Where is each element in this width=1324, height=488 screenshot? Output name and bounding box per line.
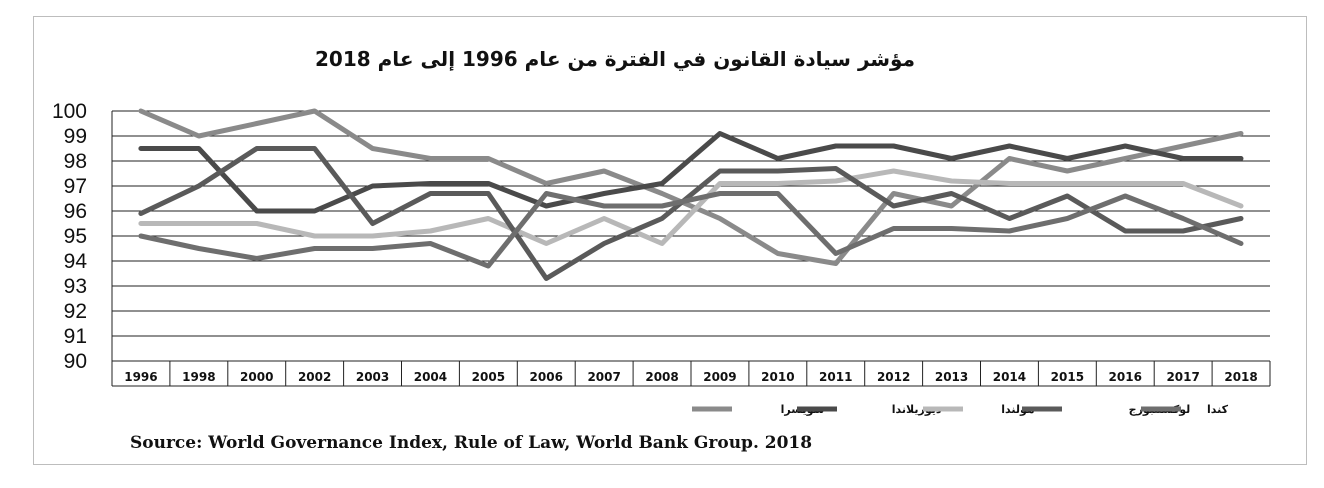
series-lines bbox=[138, 108, 1244, 281]
x-tick-label-1996: 1996 bbox=[124, 370, 157, 384]
y-tick-label: 90 bbox=[64, 350, 87, 373]
y-tick-label: 100 bbox=[52, 100, 87, 123]
legend-label-4: كندا bbox=[1207, 403, 1229, 416]
x-tick-label-2010: 2010 bbox=[761, 370, 794, 384]
x-tick-label-2011: 2011 bbox=[819, 370, 852, 384]
x-tick-label-2002: 2002 bbox=[298, 370, 331, 384]
x-tick-label-2008: 2008 bbox=[645, 370, 678, 384]
x-tick-label-2018: 2018 bbox=[1224, 370, 1257, 384]
x-tick-label-2006: 2006 bbox=[530, 370, 563, 384]
x-tick-label-2014: 2014 bbox=[993, 370, 1026, 384]
x-tick-label-2009: 2009 bbox=[703, 370, 736, 384]
y-tick-label: 93 bbox=[64, 275, 87, 298]
series-line-1 bbox=[138, 131, 1244, 214]
series-line-4 bbox=[138, 191, 1244, 269]
x-tick-label-2012: 2012 bbox=[877, 370, 910, 384]
y-tick-label: 92 bbox=[64, 300, 87, 323]
x-tick-label-2017: 2017 bbox=[1166, 370, 1199, 384]
source-note: Source: World Governance Index, Rule of … bbox=[130, 433, 812, 453]
chart-title: مؤشر سيادة القانون في الفترة من عام 1996… bbox=[315, 47, 915, 72]
legend-label-2: هولندا bbox=[1001, 403, 1034, 416]
y-tick-label: 98 bbox=[64, 150, 87, 173]
x-tick-label-2005: 2005 bbox=[472, 370, 505, 384]
x-tick-label-1998: 1998 bbox=[182, 370, 215, 384]
x-tick-label-2016: 2016 bbox=[1109, 370, 1142, 384]
chart-frame bbox=[33, 16, 1307, 465]
y-tick-label: 95 bbox=[64, 225, 87, 248]
y-tick-label: 96 bbox=[64, 200, 87, 223]
legend-label-1: ديوريلاندا bbox=[892, 403, 942, 416]
x-tick-label-2000: 2000 bbox=[240, 370, 273, 384]
y-tick-label: 97 bbox=[64, 175, 87, 198]
y-tick-label: 99 bbox=[64, 125, 87, 148]
x-tick-label-2013: 2013 bbox=[935, 370, 968, 384]
y-tick-label: 91 bbox=[64, 325, 87, 348]
y-tick-label: 94 bbox=[64, 250, 88, 273]
x-tick-label-2007: 2007 bbox=[587, 370, 620, 384]
series-line-0 bbox=[138, 108, 1244, 266]
series-line-3 bbox=[138, 146, 1244, 281]
x-tick-label-2015: 2015 bbox=[1051, 370, 1084, 384]
legend: سويسراديوريلانداهولندالوكسمبورجكندا bbox=[692, 403, 1229, 417]
x-tick-label-2004: 2004 bbox=[414, 370, 447, 384]
series-line-2 bbox=[138, 168, 1244, 246]
x-tick-label-2003: 2003 bbox=[356, 370, 389, 384]
